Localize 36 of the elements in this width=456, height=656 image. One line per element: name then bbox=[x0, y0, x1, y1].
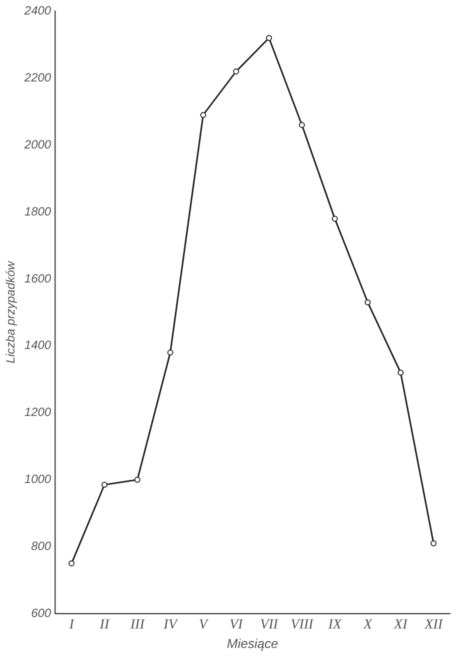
point bbox=[68, 560, 75, 566]
y-tick-label: 600 bbox=[31, 606, 52, 620]
y-tick-label: 1400 bbox=[24, 338, 52, 352]
x-tick-label: VIII bbox=[290, 618, 315, 633]
x-tick-label: V bbox=[198, 618, 209, 633]
point bbox=[430, 540, 437, 546]
x-tick-label: IX bbox=[327, 618, 342, 633]
y-tick-label: 800 bbox=[31, 539, 52, 554]
point bbox=[332, 216, 338, 222]
point bbox=[364, 299, 371, 306]
point bbox=[266, 34, 272, 41]
point bbox=[134, 476, 140, 483]
y-tick-label: 1600 bbox=[24, 271, 52, 286]
y-tick-label: 1800 bbox=[24, 204, 52, 218]
y-tick-label: 1000 bbox=[24, 472, 52, 486]
y-tick-label: 2400 bbox=[23, 4, 52, 18]
x-tick-label: XI bbox=[393, 618, 409, 633]
point bbox=[101, 482, 108, 488]
x-tick-label: II bbox=[98, 618, 110, 633]
x-tick-label: VII bbox=[260, 618, 280, 633]
x-tick-label: I bbox=[68, 618, 76, 633]
x-axis-title: Miesiące bbox=[226, 636, 278, 651]
x-tick-label: XII bbox=[424, 618, 444, 633]
point bbox=[167, 350, 174, 356]
x-tick-label: III bbox=[129, 618, 146, 633]
point bbox=[398, 370, 404, 376]
x-tick-label: VI bbox=[229, 618, 244, 633]
point bbox=[200, 112, 206, 118]
x-tick-label: X bbox=[362, 618, 372, 633]
x-tick-label: IV bbox=[162, 618, 178, 633]
y-tick-label: 2000 bbox=[23, 137, 52, 152]
y-tick-label: 2200 bbox=[23, 70, 52, 84]
point bbox=[233, 68, 240, 74]
y-tick-label: 1200 bbox=[24, 405, 52, 420]
y-axis-title: Liczba przypadków bbox=[4, 260, 18, 364]
point bbox=[298, 122, 305, 128]
